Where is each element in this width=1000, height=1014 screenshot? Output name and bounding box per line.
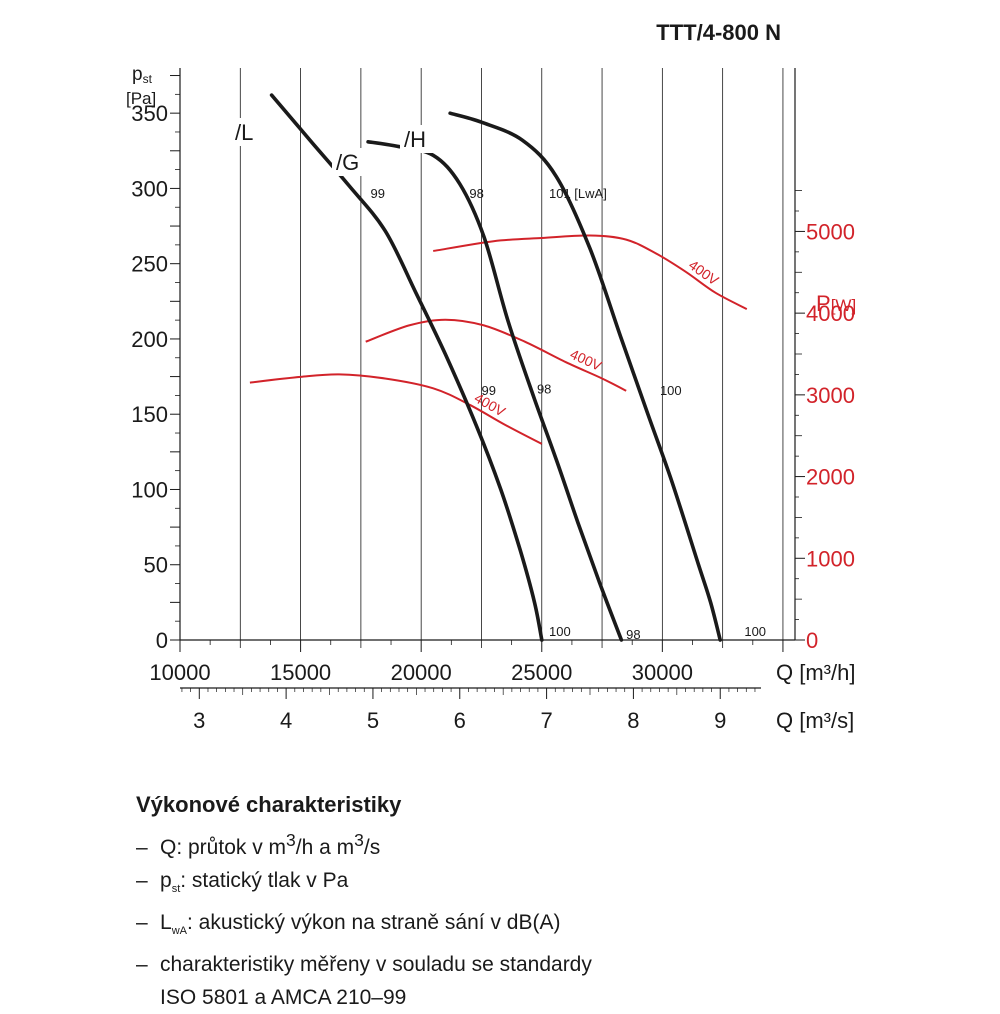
lwa-label: 99 xyxy=(481,383,495,398)
lwa-label: 100 xyxy=(744,624,766,639)
y-axis-tick-label: 250 xyxy=(131,252,168,277)
lwa-label: 98 xyxy=(626,627,640,642)
lwa-label: 101 [LwA] xyxy=(549,186,607,201)
caption: Výkonové charakteristiky – Q: průtok v m3… xyxy=(136,792,756,1014)
curve-name-label: /G xyxy=(336,150,359,175)
curve-name-label-bg xyxy=(332,148,366,176)
lwa-label: 98 xyxy=(469,186,483,201)
caption-item-standards: – charakteristiky měřeny v souladu se sta… xyxy=(136,953,592,977)
curve-name-label-bg xyxy=(231,118,265,146)
y-axis-tick-label: 300 xyxy=(131,176,168,201)
x2-axis-tick-label: 7 xyxy=(540,708,552,733)
y2-axis-label: P[W] xyxy=(816,291,856,316)
lwa-label: 100 xyxy=(660,383,682,398)
power-curve-voltage-label: 400V xyxy=(568,346,605,374)
power-curve xyxy=(365,318,627,392)
x2-axis-tick-label: 8 xyxy=(627,708,639,733)
x2-axis-label: Q [m³/s] xyxy=(776,708,854,733)
y2-axis-tick-label: 1000 xyxy=(806,546,855,571)
x2-axis-tick-label: 4 xyxy=(280,708,292,733)
power-curve xyxy=(249,373,543,445)
caption-item-pressure: – pst: statický tlak v Pa xyxy=(136,869,349,896)
y-axis-tick-label: 0 xyxy=(156,628,168,653)
chart-title: TTT/4-800 N xyxy=(656,20,781,45)
caption-item-flow: – Q: průtok v m3/h a m3/s xyxy=(136,830,381,859)
x2-axis-tick-label: 9 xyxy=(714,708,726,733)
x-axis-label: Q [m³/h] xyxy=(776,660,855,685)
y2-axis-tick-label: 4000 xyxy=(806,301,855,326)
x-axis-tick-label: 25000 xyxy=(511,660,572,685)
y2-axis-tick-label: 5000 xyxy=(806,219,855,244)
caption-item-standards-cont: ISO 5801 a AMCA 210–99 xyxy=(160,986,407,1010)
curve-name-label: /L xyxy=(235,120,253,145)
x-axis-tick-label: 20000 xyxy=(391,660,452,685)
fan-performance-chart: TTT/4-800 N 050100150200250300350pst[Pa]… xyxy=(126,20,856,733)
y2-axis-tick-label: 0 xyxy=(806,628,818,653)
x2-axis-tick-label: 3 xyxy=(193,708,205,733)
y2-axis-tick-label: 3000 xyxy=(806,383,855,408)
y-axis-tick-label: 50 xyxy=(144,553,168,578)
curve-name-label: /H xyxy=(404,127,426,152)
curve-name-label-bg xyxy=(400,125,434,153)
lwa-label: 100 xyxy=(549,624,571,639)
y-axis-unit: [Pa] xyxy=(126,89,156,108)
power-curve xyxy=(433,234,748,310)
y-axis-tick-label: 100 xyxy=(131,477,168,502)
caption-heading: Výkonové charakteristiky xyxy=(136,792,402,817)
pressure-curve xyxy=(269,93,544,642)
lwa-label: 98 xyxy=(537,382,551,397)
y2-axis-tick-label: 2000 xyxy=(806,465,855,490)
x-axis-tick-label: 10000 xyxy=(149,660,210,685)
x2-axis-tick-label: 5 xyxy=(367,708,379,733)
caption-item-acoustic: – LwA: akustický výkon na straně sání v d… xyxy=(136,911,561,938)
y-axis-tick-label: 150 xyxy=(131,402,168,427)
x2-axis-tick-label: 6 xyxy=(454,708,466,733)
y-axis-label: pst xyxy=(132,64,153,86)
lwa-label: 99 xyxy=(371,186,385,201)
y-axis-tick-label: 350 xyxy=(131,101,168,126)
x-axis-tick-label: 30000 xyxy=(632,660,693,685)
x-axis-tick-label: 15000 xyxy=(270,660,331,685)
pressure-curves xyxy=(269,93,722,642)
axes: 0 50 100 150 200 250 300 350 pst [Pa] 0 1000 2000 300… xyxy=(126,64,856,733)
y-axis-tick-label: 200 xyxy=(131,327,168,352)
power-curves xyxy=(249,234,748,445)
pressure-curve xyxy=(448,111,722,642)
